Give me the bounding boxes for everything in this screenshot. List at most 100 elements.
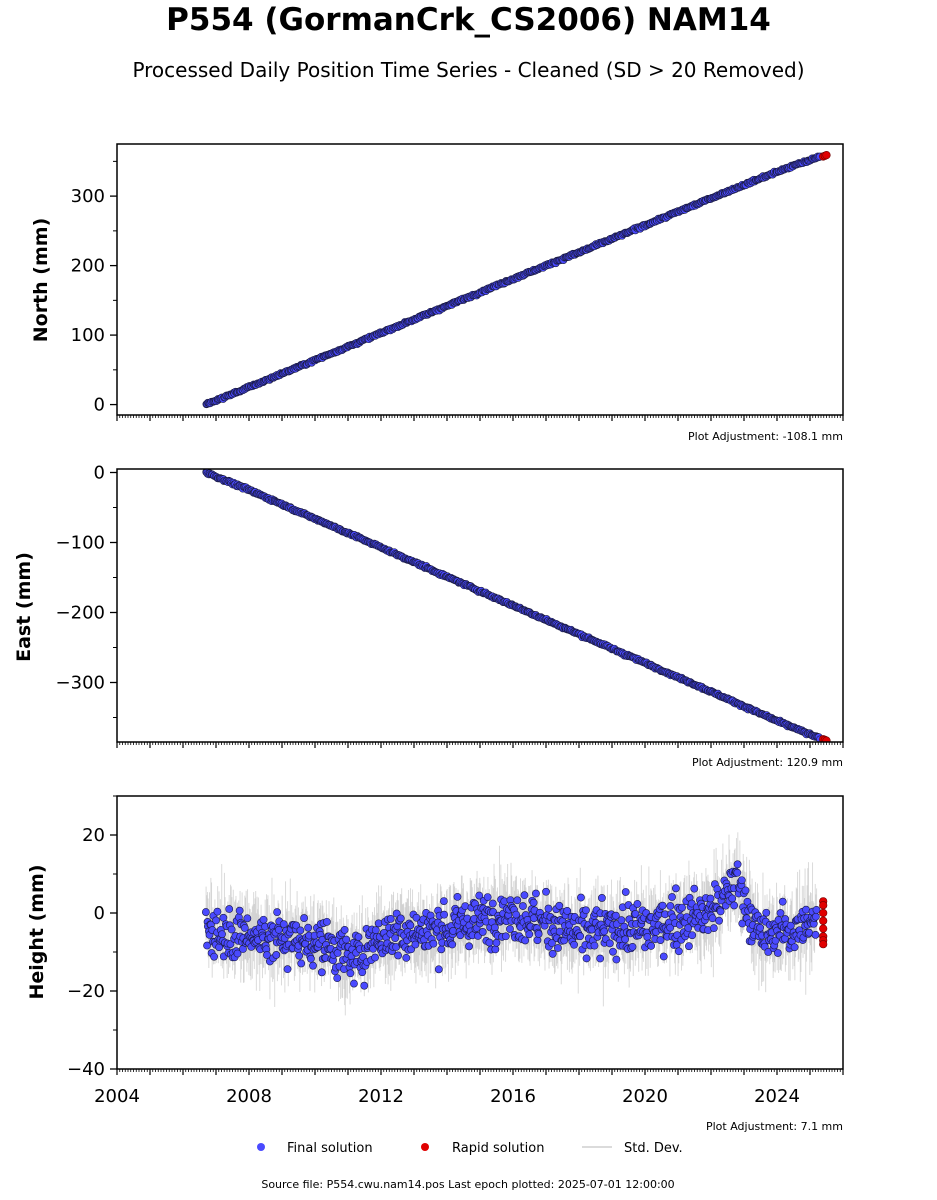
final-solution-point [342, 935, 351, 944]
final-solution-point [555, 901, 564, 910]
final-solution-point [786, 921, 795, 930]
final-solution-point [235, 906, 244, 915]
final-solution-point [544, 904, 553, 913]
final-solution-point [296, 926, 305, 935]
final-solution-point [773, 949, 782, 957]
final-solution-point [709, 924, 718, 933]
final-solution-point [300, 914, 308, 922]
final-solution-point [210, 952, 218, 961]
final-solution-point [715, 916, 723, 925]
final-solution-point [386, 915, 395, 923]
final-solution-point [273, 908, 282, 917]
final-solution-point [483, 893, 492, 901]
y-tick-label: 300 [71, 186, 105, 207]
final-solution-point [811, 930, 820, 939]
final-solution-point [609, 947, 617, 956]
final-solution-point [360, 981, 369, 990]
east-y-ticks: 0 −100 −200 −300 [56, 463, 117, 718]
final-solution-point [396, 914, 405, 923]
final-solution-point [621, 935, 630, 944]
final-solution-point [525, 930, 534, 939]
y-tick-label: 200 [71, 256, 105, 277]
final-solution-point [391, 934, 400, 943]
north-rapid-points [819, 151, 831, 161]
final-solution-point [406, 921, 415, 930]
final-solution-point [453, 892, 462, 901]
east-final-points [202, 469, 824, 742]
final-solution-point [582, 954, 591, 963]
final-solution-point [706, 894, 715, 903]
rapid-solution-point [819, 940, 828, 949]
rapid-solution-point [822, 736, 831, 742]
final-solution-point [317, 968, 326, 977]
final-solution-point [465, 942, 473, 951]
final-solution-point [492, 938, 501, 947]
y-tick-label: −100 [56, 533, 105, 554]
final-solution-point [628, 942, 637, 951]
final-solution-point [501, 932, 510, 941]
final-solution-point [631, 909, 640, 918]
rapid-solution-point [819, 916, 828, 925]
final-solution-point [439, 897, 448, 905]
final-solution-point [304, 923, 313, 932]
final-solution-point [621, 888, 630, 896]
final-solution-point [449, 927, 457, 935]
y-tick-label: 20 [82, 825, 105, 846]
final-solution-point [590, 941, 599, 950]
final-solution-point [730, 901, 739, 910]
rapid-solution-point [822, 151, 831, 160]
final-solution-point [756, 923, 765, 932]
final-solution-point [506, 925, 514, 933]
final-solution-point [532, 889, 540, 898]
final-solution-point [292, 921, 301, 930]
final-solution-point [685, 942, 693, 951]
east-panel: 0 −100 −200 −300 East (mm) Plot Adjustment:… [13, 463, 844, 769]
final-solution-point [520, 891, 529, 900]
final-solution-point [350, 979, 358, 988]
north-axes-frame [116, 143, 844, 416]
final-solution-point [533, 936, 542, 945]
east-x-ticks [116, 742, 844, 748]
east-ylabel: East (mm) [13, 552, 35, 662]
chart-title: P554 (GormanCrk_CS2006) NAM14 [166, 2, 771, 38]
chart-subtitle: Processed Daily Position Time Series - C… [132, 58, 805, 82]
north-y-ticks: 0 100 200 300 [71, 160, 117, 416]
final-solution-point [647, 942, 656, 950]
final-solution-point [346, 969, 355, 978]
final-solution-point [812, 905, 821, 914]
final-solution-point [478, 928, 487, 936]
final-solution-point [429, 939, 438, 948]
final-solution-point [690, 884, 699, 893]
final-solution-point [521, 936, 530, 945]
final-solution-point [617, 916, 626, 925]
final-solution-point [371, 926, 380, 935]
final-solution-point [554, 944, 562, 952]
final-solution-point [778, 897, 787, 906]
final-solution-point [529, 898, 538, 907]
final-solution-point [582, 906, 590, 915]
final-solution-point [340, 925, 349, 934]
east-plot-adjustment: Plot Adjustment: 120.9 mm [692, 756, 843, 769]
north-final-points [202, 152, 824, 409]
final-solution-point [805, 928, 814, 937]
final-solution-point [475, 891, 484, 900]
final-solution-point [708, 914, 717, 923]
final-solution-point [733, 868, 742, 877]
final-solution-point [434, 965, 443, 974]
rapid-solution-point [819, 901, 828, 910]
final-solution-point [659, 952, 668, 961]
north-x-ticks [116, 415, 844, 421]
north-ylabel: North (mm) [30, 218, 52, 343]
final-solution-point [600, 927, 609, 936]
final-solution-point [577, 893, 585, 902]
final-solution-point [728, 894, 737, 903]
final-solution-point [790, 943, 799, 952]
north-panel: 0 100 200 300 North (mm) Plot Adjustment: -… [30, 143, 844, 443]
final-solution-point [322, 917, 331, 926]
final-solution-point [233, 949, 242, 958]
final-solution-point [764, 948, 773, 956]
final-solution-point [213, 907, 222, 916]
final-solution-point [371, 953, 379, 962]
final-solution-point [272, 951, 281, 959]
